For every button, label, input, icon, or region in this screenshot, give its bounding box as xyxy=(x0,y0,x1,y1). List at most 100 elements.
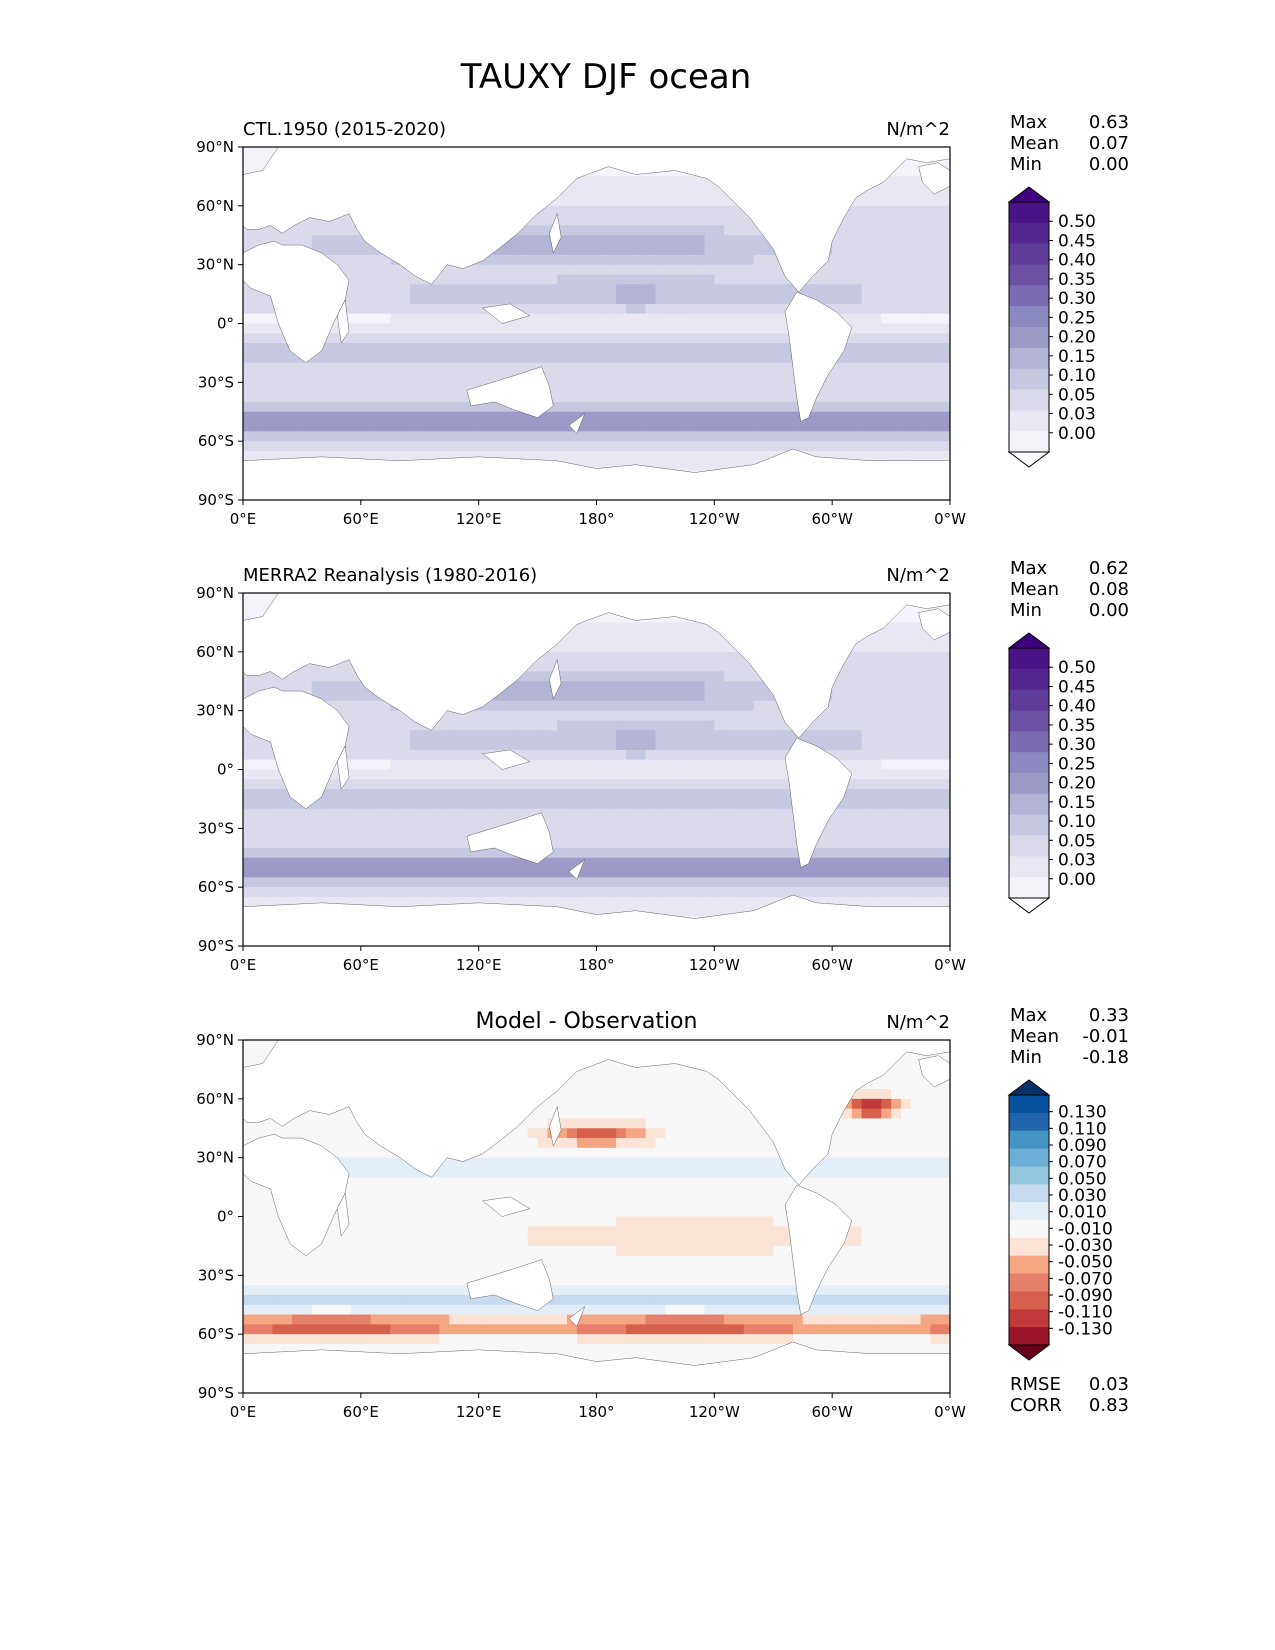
field-cell xyxy=(517,896,529,908)
field-cell xyxy=(694,460,706,472)
field-cell xyxy=(861,323,873,334)
field-cell xyxy=(596,710,607,722)
field-cell xyxy=(262,789,274,800)
field-cell xyxy=(252,450,264,462)
field-cell xyxy=(900,205,912,217)
field-cell xyxy=(930,691,941,702)
field-cell xyxy=(832,294,843,305)
field-cell xyxy=(714,828,725,839)
field-cell xyxy=(557,343,568,354)
field-cell xyxy=(851,225,863,236)
field-cell xyxy=(517,235,529,246)
field-cell xyxy=(468,421,480,432)
field-cell xyxy=(616,264,627,276)
field-cell xyxy=(527,808,539,820)
field-cell xyxy=(243,779,254,790)
field-cell xyxy=(341,245,352,256)
field-cell xyxy=(655,789,666,800)
field-cell xyxy=(586,352,598,364)
field-cell xyxy=(616,382,627,393)
field-cell xyxy=(851,205,863,217)
field-cell xyxy=(243,392,254,403)
field-cell xyxy=(743,245,755,256)
field-cell xyxy=(596,828,607,839)
field-cell xyxy=(635,632,647,643)
field-cell xyxy=(576,303,588,315)
field-cell xyxy=(252,887,264,898)
field-cell xyxy=(900,450,912,462)
field-cell xyxy=(763,691,774,702)
field-cell xyxy=(557,431,568,442)
field-cell xyxy=(616,166,627,178)
field-cell xyxy=(586,205,598,217)
field-cell xyxy=(733,857,745,869)
field-cell xyxy=(321,352,332,364)
field-cell xyxy=(714,225,725,236)
field-cell xyxy=(341,740,352,751)
field-cell xyxy=(792,421,804,432)
field-cell xyxy=(665,284,676,295)
field-cell xyxy=(704,460,715,472)
field-cell xyxy=(665,877,676,888)
field-cell xyxy=(694,401,706,413)
field-cell xyxy=(645,838,657,849)
field-cell xyxy=(331,333,342,344)
field-cell xyxy=(262,749,274,761)
field-cell xyxy=(360,769,372,780)
field-cell xyxy=(596,313,607,325)
field-cell xyxy=(262,896,274,908)
field-cell xyxy=(596,612,607,624)
field-cell xyxy=(841,352,853,364)
field-cell xyxy=(537,441,548,452)
field-cell xyxy=(586,225,598,236)
field-cell xyxy=(714,186,725,197)
x-tick-label: 0°E xyxy=(230,510,257,528)
field-cell xyxy=(252,798,264,810)
field-cell xyxy=(616,740,627,751)
field-cell xyxy=(704,215,715,227)
field-cell xyxy=(380,372,391,383)
field-cell xyxy=(635,681,647,692)
field-cell xyxy=(498,245,509,256)
field-cell xyxy=(272,362,283,374)
field-cell xyxy=(517,431,529,442)
field-cell xyxy=(508,431,519,442)
field-cell xyxy=(576,896,588,908)
field-cell xyxy=(400,720,411,731)
field-cell xyxy=(468,303,480,315)
field-cell xyxy=(380,333,391,344)
field-cell xyxy=(733,651,745,663)
field-cell xyxy=(341,441,352,452)
field-cell xyxy=(527,896,539,908)
field-cell xyxy=(449,343,460,354)
field-cell xyxy=(635,896,647,908)
field-cell xyxy=(262,294,274,305)
field-cell xyxy=(380,264,391,276)
field-cell xyxy=(567,411,578,423)
field-cell xyxy=(527,323,539,334)
field-cell xyxy=(645,818,657,829)
field-cell xyxy=(851,245,863,256)
field-cell xyxy=(537,671,548,682)
field-cell xyxy=(714,235,725,246)
field-cell xyxy=(429,382,440,393)
field-cell xyxy=(655,254,666,266)
field-cell xyxy=(832,421,843,432)
field-cell xyxy=(635,798,647,810)
field-cell xyxy=(380,818,391,829)
field-cell xyxy=(743,313,755,325)
field-cell xyxy=(930,235,941,246)
field-cell xyxy=(783,441,794,452)
field-cell xyxy=(871,205,882,217)
field-cell xyxy=(724,759,735,771)
field-cell xyxy=(812,896,823,908)
field-cell xyxy=(400,421,411,432)
field-cell xyxy=(714,333,725,344)
field-cell xyxy=(684,779,696,790)
field-cell xyxy=(851,896,863,908)
field-cell xyxy=(606,798,617,810)
field-cell xyxy=(851,847,863,859)
field-cell xyxy=(900,808,912,820)
field-cell xyxy=(586,730,598,741)
field-cell xyxy=(763,720,774,731)
